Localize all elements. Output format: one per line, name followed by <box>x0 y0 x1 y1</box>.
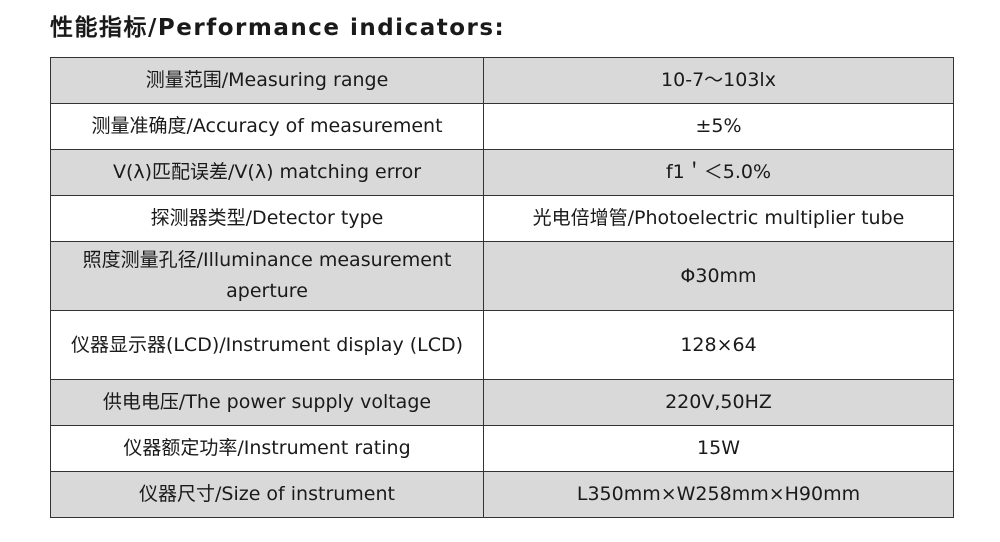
value-cell: Φ30mm <box>483 241 954 311</box>
table-row: 供电电压/The power supply voltage 220V,50HZ <box>50 379 954 426</box>
table-row: 仪器显示器(LCD)/Instrument display (LCD) 128×6… <box>50 310 954 380</box>
table-row: 仪器尺寸/Size of instrument L350mm×W258mm×H90… <box>50 471 954 518</box>
parameter-cell: 测量范围/Measuring range <box>50 57 484 104</box>
title: 性能指标/Performance indicators: <box>50 15 506 41</box>
parameter-cell: 测量准确度/Accuracy of measurement <box>50 103 484 150</box>
table-row: 照度测量孔径/Illuminance measurement aperture Φ… <box>50 241 954 311</box>
table-row: 测量范围/Measuring range 10-7～103lx <box>50 57 954 104</box>
value-cell: f1＇＜5.0% <box>483 149 954 196</box>
spec-table: 测量范围/Measuring range 10-7～103lx 测量准确度/Accu… <box>50 57 954 518</box>
parameter-cell: 供电电压/The power supply voltage <box>50 379 484 426</box>
table-row: V(λ)匹配误差/V(λ) matching error f1＇＜5.0% <box>50 149 954 196</box>
table-row: 测量准确度/Accuracy of measurement ±5% <box>50 103 954 150</box>
table-row: 探测器类型/Detector type 光电倍增管/Photoelectric m… <box>50 195 954 242</box>
table-row: 仪器额定功率/Instrument rating 15W <box>50 425 954 472</box>
value-cell: 15W <box>483 425 954 472</box>
value-cell: 128×64 <box>483 310 954 380</box>
value-cell: L350mm×W258mm×H90mm <box>483 471 954 518</box>
parameter-cell: 照度测量孔径/Illuminance measurement aperture <box>50 241 484 311</box>
value-cell: ±5% <box>483 103 954 150</box>
value-cell: 光电倍增管/Photoelectric multiplier tube <box>483 195 954 242</box>
parameter-cell: 仪器显示器(LCD)/Instrument display (LCD) <box>50 310 484 380</box>
parameter-cell: V(λ)匹配误差/V(λ) matching error <box>50 149 484 196</box>
parameter-cell: 仪器尺寸/Size of instrument <box>50 471 484 518</box>
parameter-cell: 探测器类型/Detector type <box>50 195 484 242</box>
value-cell: 10-7～103lx <box>483 57 954 104</box>
parameter-cell: 仪器额定功率/Instrument rating <box>50 425 484 472</box>
value-cell: 220V,50HZ <box>483 379 954 426</box>
